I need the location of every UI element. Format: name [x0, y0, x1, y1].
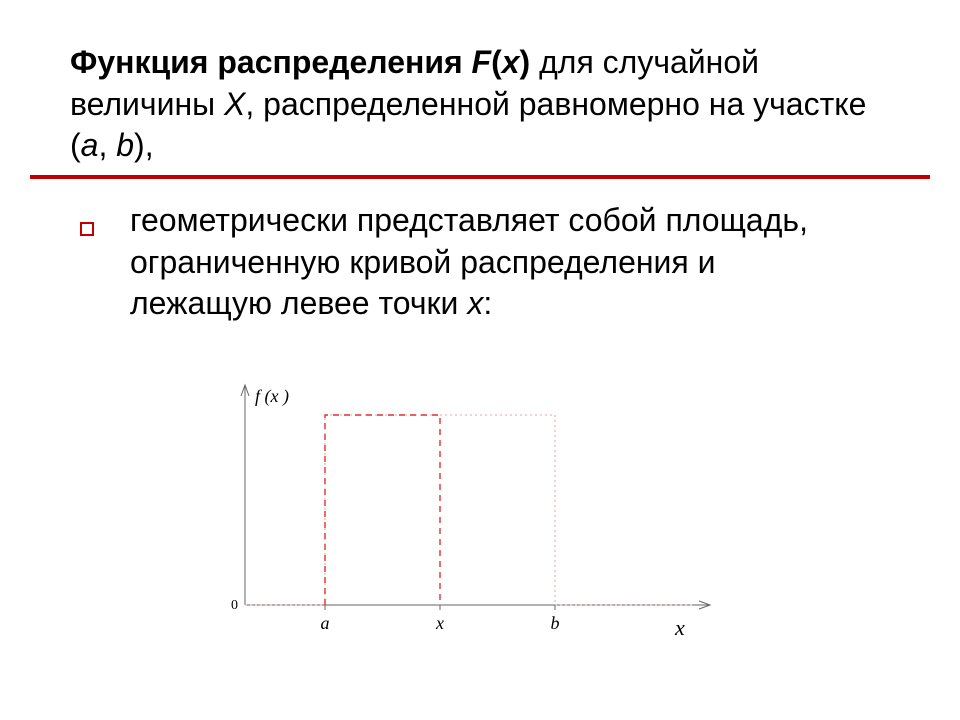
body-x: x [467, 285, 483, 321]
bullet-icon [80, 222, 94, 236]
title-part-1: Функция распределения [70, 44, 472, 80]
pdf-chart: f (x ) 0 a x b x [195, 370, 735, 650]
slide-title: Функция распределения F(x) для случайной… [70, 42, 890, 167]
title-x: x [502, 44, 520, 80]
svg-text:b: b [551, 613, 560, 633]
pdf-chart-svg: f (x ) 0 a x b x [195, 370, 735, 650]
title-b: b [116, 127, 134, 163]
svg-text:0: 0 [231, 598, 238, 613]
title-tail: ), [134, 127, 154, 163]
title-paren-open: ( [491, 44, 502, 80]
body-tail: : [483, 285, 492, 321]
svg-text:f (x ): f (x ) [255, 386, 289, 407]
title-underline [30, 175, 930, 179]
body-paragraph: геометрически представляет собой площадь… [130, 200, 850, 325]
svg-text:x: x [674, 615, 685, 640]
title-F: F [472, 44, 492, 80]
slide: Функция распределения F(x) для случайной… [0, 0, 960, 720]
svg-text:x: x [435, 613, 444, 633]
title-X: X [224, 86, 245, 122]
title-paren-close: ) [520, 44, 540, 80]
title-comma: , [98, 127, 116, 163]
title-a: a [81, 127, 99, 163]
svg-text:a: a [321, 613, 330, 633]
